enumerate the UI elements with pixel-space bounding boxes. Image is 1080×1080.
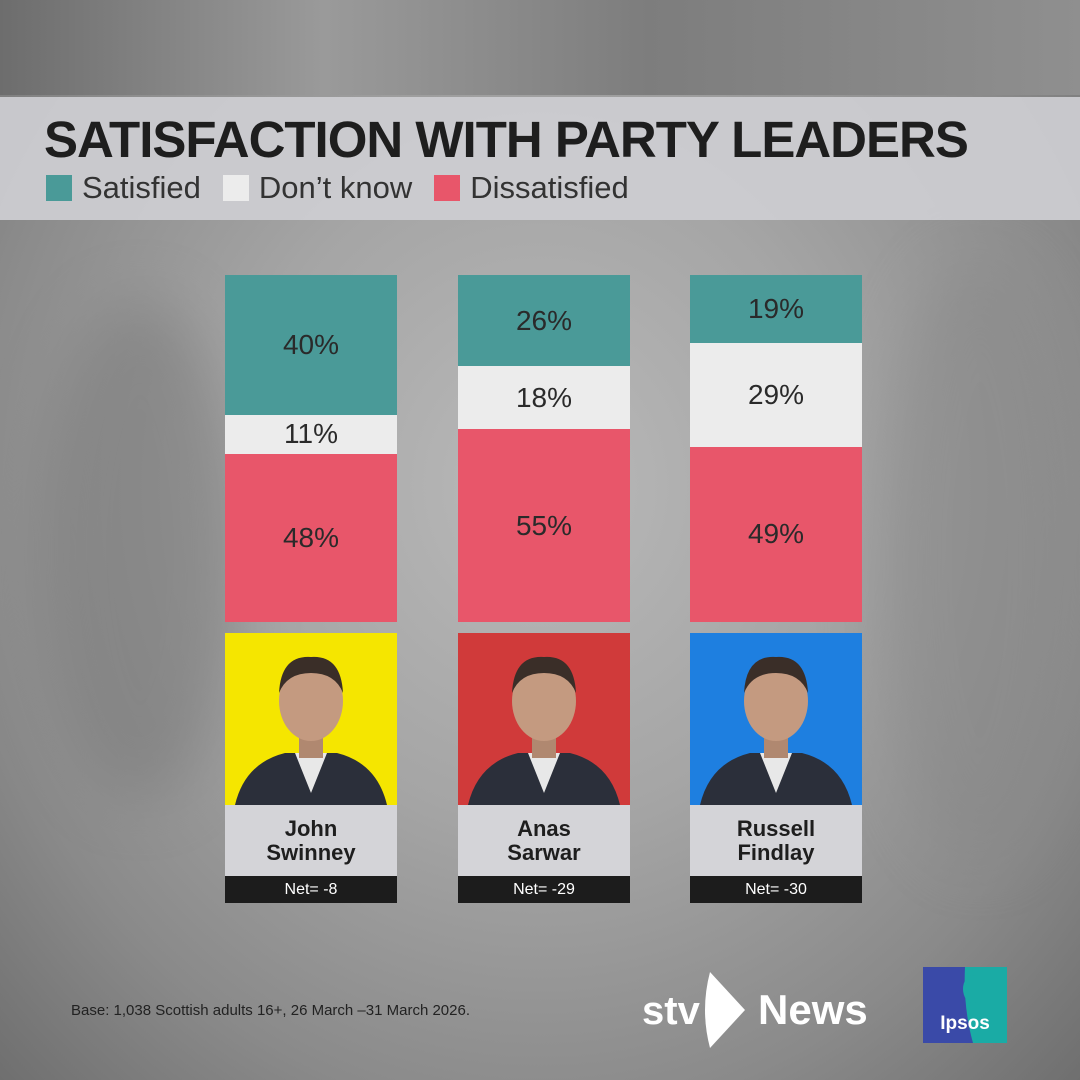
data-label: 49% (747, 518, 805, 550)
data-label: 48% (282, 521, 340, 553)
bar-segment-dont-know: 11% (225, 415, 397, 454)
leader-photo (225, 633, 397, 805)
bar-segment-dissatisfied: 48% (225, 453, 397, 622)
data-label: 40% (282, 329, 340, 361)
net-score: Net= -30 (690, 876, 862, 903)
leader-name: John Swinney (225, 805, 397, 876)
ipsos-logo: Ipsos (923, 967, 1007, 1043)
base-note: Base: 1,038 Scottish adults 16+, 26 Marc… (71, 1002, 470, 1019)
legend-label: Satisfied (82, 170, 201, 205)
data-label: 26% (515, 304, 573, 336)
leader-photo (458, 633, 630, 805)
net-score: Net= -29 (458, 876, 630, 903)
background (0, 0, 1080, 95)
legend-label: Dissatisfied (470, 170, 629, 205)
legend-item: Satisfied (46, 170, 201, 206)
bar-segment-satisfied: 26% (458, 275, 630, 367)
bar-segment-satisfied: 19% (690, 275, 862, 343)
first-name: Russell (736, 815, 816, 841)
bar-segment-dont-know: 18% (458, 366, 630, 430)
bar-segment-dont-know: 29% (690, 342, 862, 447)
stv-news-logo: stv News (642, 972, 868, 1048)
last-name: Findlay (737, 839, 815, 865)
legend-swatch (434, 175, 461, 201)
legend-item: Don’t know (222, 170, 413, 206)
leader-name: Anas Sarwar (458, 805, 630, 876)
legend-item: Dissatisfied (434, 170, 629, 206)
legend-swatch (222, 175, 249, 201)
header-band (0, 97, 1080, 220)
background-blur (880, 260, 1080, 860)
svg-text:Ipsos: Ipsos (940, 1013, 990, 1034)
leader-name: Russell Findlay (690, 805, 862, 876)
data-label: 55% (515, 509, 573, 541)
svg-text:stv: stv (642, 989, 701, 1033)
svg-text:News: News (758, 986, 868, 1033)
legend-label: Don’t know (258, 170, 413, 205)
leader-photo (690, 633, 862, 805)
data-label: 11% (284, 418, 338, 450)
net-score: Net= -8 (225, 876, 397, 903)
bar-segment-dissatisfied: 55% (458, 429, 630, 622)
data-label: 29% (747, 378, 805, 410)
last-name: Swinney (266, 839, 356, 865)
last-name: Sarwar (507, 839, 581, 865)
background-blur (40, 300, 240, 800)
first-name: Anas (517, 815, 571, 841)
legend: Satisfied Don’t know Dissatisfied (46, 170, 651, 206)
chart-title: SATISFACTION WITH PARTY LEADERS (44, 111, 969, 168)
first-name: John (284, 815, 338, 841)
data-label: 18% (515, 381, 573, 413)
bar-segment-dissatisfied: 49% (690, 446, 862, 622)
legend-swatch (46, 175, 72, 201)
bar-segment-satisfied: 40% (225, 275, 397, 416)
data-label: 19% (747, 292, 805, 324)
